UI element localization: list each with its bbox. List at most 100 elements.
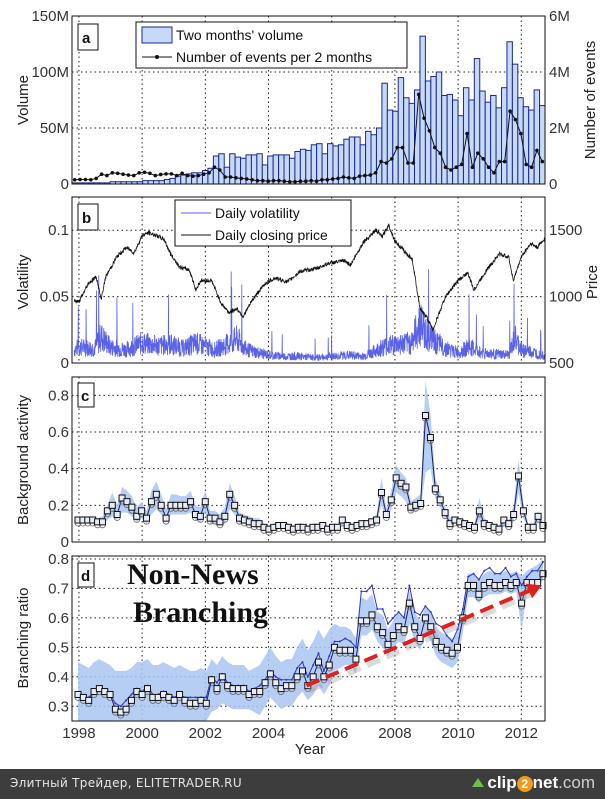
annotation-non-news: Non-News: [127, 558, 259, 591]
brand-two: 2: [516, 776, 533, 792]
volume-bar: [408, 102, 416, 185]
estimate-square-marker: [421, 614, 429, 622]
panel-c-ylabel: Background activity: [15, 394, 32, 525]
estimate-square-marker: [213, 685, 221, 693]
upper-estimate-point: [525, 575, 528, 578]
events-point: [196, 173, 201, 178]
events-point: [234, 176, 238, 180]
volume-bar: [147, 180, 155, 185]
estimate-square-marker: [500, 516, 508, 524]
upper-estimate-point: [456, 628, 459, 631]
panel-c: 0 0.2 0.4 0.6 0.8 Background activity c: [15, 376, 547, 551]
clip2net-logo[interactable]: clip 2 net.com: [472, 773, 595, 793]
upper-estimate-point: [392, 616, 395, 619]
events-point: [416, 92, 421, 97]
events-point: [449, 168, 453, 172]
estimate-square-marker: [352, 655, 360, 663]
volume-bar: [381, 82, 388, 185]
footer-bar: Элитный Трейдер, ELITETRADER.RU clip 2 net…: [0, 769, 605, 799]
estimate-square-marker: [422, 412, 430, 419]
estimate-square-marker: [534, 579, 542, 587]
events-point: [83, 177, 88, 182]
estimate-square-marker: [387, 496, 395, 504]
estimate-square-marker: [211, 514, 219, 522]
events-point: [99, 172, 104, 176]
events-point: [465, 131, 469, 136]
events-point: [255, 178, 260, 183]
panel-a-yticks: 0 50M 100M 150M: [31, 8, 69, 193]
estimate-square-marker: [539, 570, 547, 578]
events-point: [239, 176, 244, 181]
events-point: [438, 151, 442, 155]
events-point: [497, 159, 502, 164]
events-point: [261, 178, 265, 183]
events-point: [218, 168, 222, 172]
estimate-square-marker: [515, 472, 523, 480]
panel-c-label: c: [81, 388, 89, 405]
upper-estimate-point: [499, 572, 502, 575]
upper-estimate-point: [125, 699, 128, 702]
events-point: [395, 145, 399, 150]
upper-estimate-point: [397, 610, 400, 613]
brand-suffix: .com: [558, 773, 595, 792]
estimate-square-marker: [122, 705, 130, 713]
events-point: [470, 165, 475, 169]
events-point: [164, 172, 168, 176]
estimate-square-marker: [363, 617, 371, 625]
events-point: [180, 171, 184, 176]
upper-estimate-point: [451, 640, 454, 643]
volume-bar: [163, 179, 171, 185]
events-point: [282, 179, 287, 183]
estimate-square-marker: [417, 500, 425, 507]
panel-a-legend: Two months' volume Number of events per …: [135, 21, 408, 69]
estimate-square-marker: [427, 623, 435, 631]
upper-estimate-point: [333, 640, 336, 643]
estimate-square-marker: [218, 673, 226, 681]
panel-d-y-tick-label: 0.5: [48, 639, 69, 656]
events-point: [368, 173, 373, 177]
volume-bar: [174, 175, 182, 185]
upper-estimate-point: [360, 590, 363, 593]
events-point: [459, 162, 464, 167]
panel-a-y-tick-label: 0: [61, 176, 69, 193]
volume-bar: [212, 155, 220, 185]
events-point: [207, 171, 211, 175]
estimate-square-marker: [261, 679, 269, 687]
estimate-square-marker: [436, 496, 444, 504]
upper-estimate-point: [387, 622, 389, 625]
estimate-square-marker: [98, 518, 106, 526]
upper-estimate-point: [520, 584, 523, 587]
upper-estimate-point: [403, 616, 406, 619]
volume-bar: [403, 97, 410, 185]
events-point: [244, 177, 249, 181]
panel-b-lines: [73, 223, 546, 362]
estimate-square-marker: [392, 474, 400, 482]
estimate-square-marker: [402, 483, 410, 491]
volume-bar: [142, 180, 149, 185]
panel-d-x-tick-label: 2010: [441, 725, 474, 742]
estimate-square-marker: [377, 489, 385, 496]
upper-estimate-point: [429, 610, 432, 613]
estimate-square-marker: [147, 498, 155, 506]
upper-estimate-point: [290, 678, 293, 681]
events-point: [169, 172, 174, 176]
upper-estimate-point: [408, 584, 411, 587]
upper-estimate-point: [419, 613, 422, 616]
estimate-square-marker: [373, 623, 381, 631]
panel-a-yright-tick-label: 0: [549, 176, 557, 193]
events-point: [379, 159, 383, 164]
upper-estimate-point: [338, 640, 341, 643]
events-point: [373, 171, 378, 175]
volume-bar: [229, 153, 236, 185]
volume-bar: [539, 105, 546, 185]
events-point: [476, 151, 480, 155]
panel-d-x-tick-label: 2006: [315, 725, 348, 742]
estimate-square-marker: [510, 511, 518, 518]
estimate-square-marker: [470, 581, 478, 589]
estimate-square-marker: [470, 523, 478, 531]
upper-estimate-point: [472, 572, 475, 575]
events-point: [481, 157, 485, 161]
legend-volatility-label: Daily volatility: [215, 205, 300, 221]
panel-b-yticks: 0 0.05 0.1: [40, 222, 69, 372]
estimate-square-marker: [226, 490, 234, 498]
